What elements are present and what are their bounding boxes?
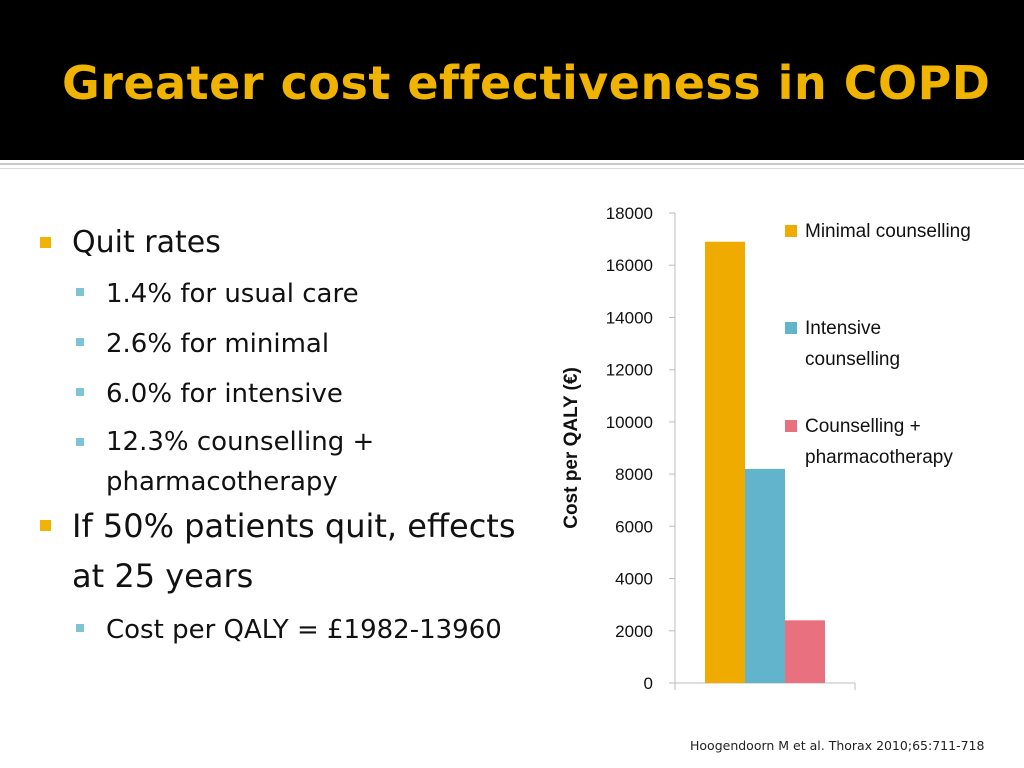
square-bullet-icon	[76, 288, 84, 296]
slide-title: Greater cost effectiveness in COPD	[62, 56, 991, 110]
bullet-text: Quit rates	[72, 225, 221, 260]
bullet-list: Quit rates 1.4% for usual care 2.6% for …	[36, 220, 536, 652]
square-bullet-icon	[40, 520, 51, 531]
legend-label-1: Minimal counselling	[805, 221, 971, 242]
bar-1	[705, 241, 745, 683]
y-tick-label: 10000	[606, 413, 653, 432]
sub-bullet-text: 12.3% counselling +	[106, 427, 375, 457]
legend-swatch-3	[785, 420, 797, 432]
square-bullet-icon	[76, 338, 84, 346]
sub-bullet-text-cont: pharmacotherapy	[106, 467, 338, 497]
sub-bullet-item: 6.0% for intensive	[36, 372, 536, 416]
y-tick-label: 8000	[615, 465, 653, 484]
sub-bullet-text: Cost per QALY = £1982-13960	[106, 615, 502, 645]
legend-label-3: Counselling +	[805, 416, 921, 437]
citation: Hoogendoorn M et al. Thorax 2010;65:711-…	[690, 738, 985, 753]
bullet-item: Quit rates	[36, 220, 536, 266]
y-tick-label: 12000	[606, 361, 653, 380]
square-bullet-icon	[76, 624, 84, 632]
y-tick-label: 18000	[606, 204, 653, 223]
y-tick-label: 4000	[615, 570, 653, 589]
divider-line-thin	[0, 168, 1024, 169]
sub-bullet-item: 2.6% for minimal	[36, 322, 536, 366]
y-axis-label: Cost per QALY (€)	[561, 367, 582, 529]
square-bullet-icon	[76, 388, 84, 396]
bar-chart: 0 2000 4000 6000 8000 10000 12000 14000 16000 180…	[561, 204, 971, 693]
y-tick-label: 6000	[615, 517, 653, 536]
legend-label-2: Intensive	[805, 318, 881, 339]
legend-swatch-1	[785, 225, 797, 237]
bar-2	[745, 468, 785, 683]
sub-bullet-text: 1.4% for usual care	[106, 279, 359, 309]
sub-bullet-item: 1.4% for usual care	[36, 272, 536, 316]
y-tick-label: 14000	[606, 308, 653, 327]
y-tick-label: 0	[644, 674, 653, 693]
divider-line	[0, 163, 1024, 165]
bullet-text: If 50% patients quit, effects	[72, 507, 516, 545]
legend-label-2: counselling	[805, 349, 900, 370]
title-bar: Greater cost effectiveness in COPD	[0, 0, 1024, 160]
y-tick-label: 16000	[606, 256, 653, 275]
sub-bullet-item: 12.3% counselling + pharmacotherapy	[36, 422, 536, 502]
bullet-item: If 50% patients quit, effects at 25 year…	[36, 502, 536, 602]
bar-3	[785, 620, 825, 683]
y-tick-label: 2000	[615, 622, 653, 641]
legend-swatch-2	[785, 322, 797, 334]
sub-bullet-text: 6.0% for intensive	[106, 379, 343, 409]
square-bullet-icon	[40, 237, 51, 248]
square-bullet-icon	[76, 438, 84, 446]
sub-bullet-text: 2.6% for minimal	[106, 329, 330, 359]
legend-label-3: pharmacotherapy	[805, 447, 953, 468]
sub-bullet-item: Cost per QALY = £1982-13960	[36, 608, 536, 652]
bullet-text-cont: at 25 years	[72, 557, 254, 595]
